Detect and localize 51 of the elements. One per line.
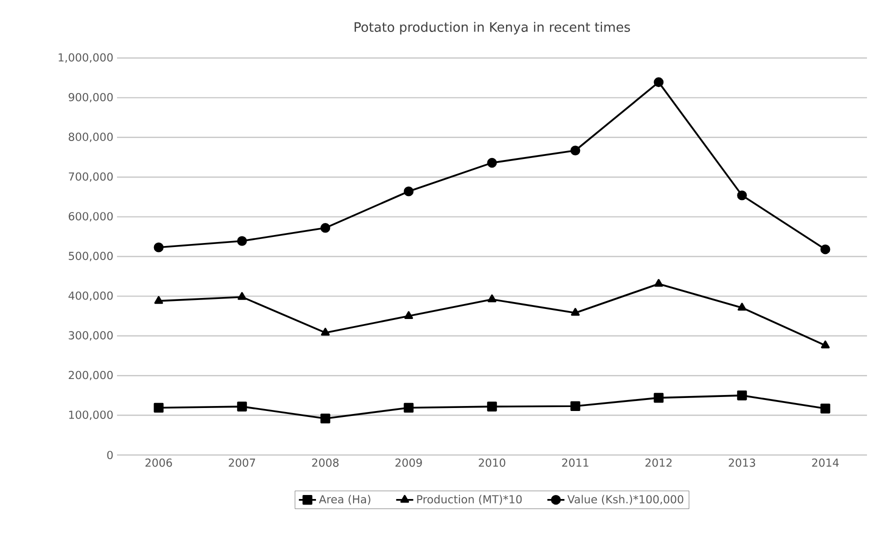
y-tick-label: 600,000 [68, 212, 113, 222]
point [570, 401, 580, 412]
point [654, 77, 664, 88]
x-tick-label: 2006 [145, 458, 172, 467]
x-tick-label: 2008 [312, 458, 339, 467]
point [154, 296, 164, 304]
x-tick-label: 2011 [562, 458, 588, 467]
point [487, 402, 497, 412]
point [154, 402, 164, 413]
point [820, 244, 830, 254]
x-tick-label: 2007 [228, 458, 256, 467]
y-tick-label: 900,000 [68, 92, 113, 102]
point [154, 242, 164, 252]
point [237, 402, 247, 412]
chart-title: Potato production in Kenya in recent times [354, 22, 630, 34]
point [320, 328, 330, 336]
point [238, 292, 246, 300]
point [320, 223, 330, 233]
point [404, 311, 414, 319]
point [237, 236, 247, 246]
point [404, 186, 414, 196]
point [820, 340, 830, 348]
y-tick-label: 500,000 [68, 252, 113, 262]
point [570, 308, 580, 316]
point [737, 190, 747, 200]
point [654, 278, 664, 287]
y-tick-label: 400,000 [68, 291, 113, 301]
x-tick-label: 2012 [645, 458, 672, 467]
y-tick-label: 300,000 [68, 331, 113, 341]
x-tick-label: 2013 [728, 458, 756, 467]
y-tick-label: 700,000 [68, 172, 113, 182]
y-tick-label: 1,000,000 [58, 53, 113, 63]
point [654, 392, 664, 403]
point [737, 390, 747, 400]
x-tick-label: 2009 [395, 458, 422, 467]
legend-label: Value (Ksh.)*100,000 [567, 494, 684, 505]
y-tick-label: 100,000 [69, 410, 113, 420]
point [820, 404, 830, 414]
point [488, 294, 496, 302]
legend-label: Production (MT)*10 [417, 494, 522, 505]
point [738, 302, 746, 311]
point [487, 158, 497, 168]
point [404, 402, 414, 413]
x-tick-label: 2014 [812, 458, 839, 467]
y-tick-label: 0 [107, 450, 113, 460]
legend-label: Area (Ha) [318, 494, 370, 505]
y-tick-label: 800,000 [68, 132, 113, 142]
y-tick-label: 200,000 [68, 370, 113, 380]
point [320, 414, 330, 424]
point [570, 146, 580, 156]
x-tick-label: 2010 [478, 458, 506, 467]
